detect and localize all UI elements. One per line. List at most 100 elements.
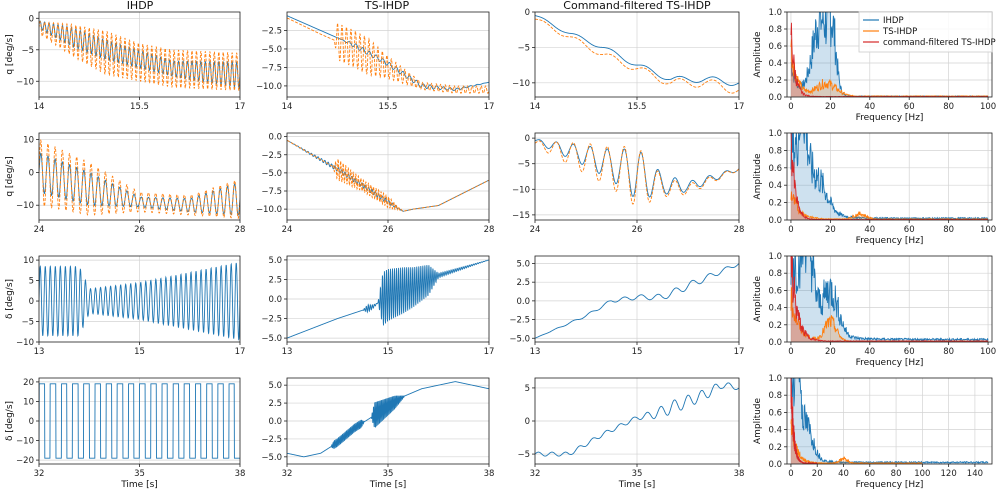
x-tick-label: 13 — [282, 347, 293, 357]
x-tick-label: 17 — [734, 102, 745, 112]
y-tick-label: −5.0 — [509, 334, 530, 344]
x-tick-label: 40 — [864, 347, 875, 357]
x-tick-label: 35 — [632, 469, 643, 479]
x-tick-label: 15 — [383, 347, 394, 357]
y-tick-label: −2.5 — [261, 435, 282, 445]
x-tick-label: 17 — [734, 347, 745, 357]
data-area — [39, 20, 240, 91]
column-title-ihdp: IHDP — [127, 0, 154, 12]
x-axis-label: Frequency [Hz] — [856, 358, 924, 368]
data-area — [535, 382, 739, 457]
x-tick-label: 35 — [134, 469, 145, 479]
spectrum-fill-ihdp — [790, 133, 989, 220]
x-tick-label: 32 — [530, 469, 541, 479]
y-tick-label: 0.8 — [768, 25, 782, 35]
subplot-r1-c0: 24 26 28 10 0 −10q [deg/s] — [5, 132, 245, 235]
y-tick-label: 0 — [29, 14, 34, 24]
y-tick-label: 0.0 — [268, 417, 282, 427]
y-tick-label: 0.6 — [768, 286, 782, 296]
subplot-r3-c3: 0 20 40 60 80 100 120 140 0.0 0.2 0.4 0.6 0.8 1.0 Ampl… — [753, 374, 993, 489]
x-tick-label: 140 — [967, 469, 983, 479]
x-tick-label: 60 — [904, 225, 915, 235]
y-tick-label: −5 — [517, 160, 530, 170]
subplot-r1-c1: 24 26 28 0.0 −2.5 −5.0 −7.5 −10.0 — [256, 132, 495, 235]
series-line-ihdp — [287, 259, 489, 339]
data-area — [790, 133, 989, 220]
y-tick-label: 0.0 — [768, 460, 782, 470]
y-tick-label: 0 — [29, 417, 34, 427]
y-axis-label: q [deg/s] — [5, 156, 15, 196]
y-tick-label: −2.5 — [509, 316, 530, 326]
y-tick-label: 0.8 — [768, 146, 782, 156]
series-line-ihdp — [287, 381, 489, 458]
y-axis-label: Amplitude — [753, 275, 763, 322]
x-tick-label: 17 — [484, 102, 495, 112]
y-tick-label: 0.0 — [768, 338, 782, 348]
subplot-r0-c0: 14 15.5 17 0 −5 −10q [deg/s] — [5, 11, 245, 112]
y-tick-label: −10 — [512, 79, 530, 89]
legend: IHDP TS-IHDP command-filtered TS-IHDP — [858, 11, 996, 53]
x-tick-label: 38 — [484, 469, 495, 479]
legend-box — [858, 11, 993, 53]
series-line-ts-ihdp — [287, 17, 489, 94]
y-tick-label: −10 — [512, 185, 530, 195]
y-tick-label: −20 — [16, 456, 34, 466]
y-tick-label: 0.0 — [268, 295, 282, 305]
data-area — [287, 259, 489, 339]
x-tick-label: 20 — [825, 102, 836, 112]
y-tick-label: 0.2 — [768, 199, 782, 209]
series-line-ts-ihdp — [39, 20, 240, 91]
subplot-r2-c1: 13 15 17 5.0 2.5 0.0 −2.5 −5.0 — [261, 255, 494, 357]
y-tick-label: 0 — [525, 417, 530, 427]
data-area — [790, 378, 989, 464]
x-tick-label: 100 — [980, 225, 996, 235]
subplot-r0-c2: 14 15.5 17 0 −5 −10 — [512, 8, 744, 112]
x-tick-label: 28 — [484, 225, 495, 235]
x-tick-label: 24 — [34, 225, 45, 235]
data-area — [39, 383, 240, 459]
y-tick-label: 2.5 — [516, 278, 530, 288]
y-tick-label: 0.8 — [768, 269, 782, 279]
series-line-ihdp — [287, 15, 489, 92]
x-tick-label: 60 — [904, 102, 915, 112]
x-tick-label: 28 — [734, 225, 745, 235]
x-axis-label: Time [s] — [120, 480, 158, 489]
y-tick-label: 0.6 — [768, 408, 782, 418]
y-axis-label: Amplitude — [753, 397, 763, 444]
x-axis-label: Time [s] — [369, 480, 407, 489]
legend-label-ihdp: IHDP — [883, 16, 904, 26]
y-tick-label: 1.0 — [768, 8, 782, 18]
y-tick-label: −2.5 — [261, 26, 282, 36]
y-tick-label: −5 — [21, 318, 34, 328]
series-line-ihdp — [535, 263, 739, 339]
x-tick-label: 40 — [838, 469, 849, 479]
x-tick-label: 20 — [812, 469, 823, 479]
y-axis-label: δ [deg/s] — [5, 401, 15, 441]
spectrum-line-ihdp — [790, 256, 989, 342]
y-axis-label: δ [deg/s] — [5, 279, 15, 319]
axes-frame — [786, 132, 993, 221]
plot-grid: 14 15.5 170−5−10q [deg/s]14 15.5 17−2.5−5.0−… — [5, 8, 996, 489]
x-tick-label: 100 — [914, 469, 930, 479]
y-tick-label: 1.0 — [768, 252, 782, 262]
subplot-r3-c1: 32 35 38 5.0 2.5 0.0 −2.5 −5.0 Time [s] — [261, 377, 495, 489]
x-tick-label: 60 — [904, 347, 915, 357]
subplot-r3-c0: 32 35 38 20 10 0 −10 −20 δ [deg/s] Time [s] — [5, 377, 245, 489]
y-tick-label: 0 — [525, 8, 530, 18]
spectrum-line-command-filtered-ts-ihdp — [790, 256, 989, 342]
x-tick-label: 120 — [941, 469, 957, 479]
y-tick-label: 0.2 — [768, 443, 782, 453]
y-tick-label: 1.0 — [768, 129, 782, 139]
spectrum-line-ihdp — [791, 378, 989, 464]
series-line-ihdp — [39, 262, 240, 341]
x-tick-label: 20 — [825, 347, 836, 357]
subplot-r1-c3: 0 20 40 60 80 100 0.0 0.2 0.4 0.6 0.8 1.0 Amplitude F… — [753, 129, 996, 246]
y-tick-label: −5 — [21, 46, 34, 56]
x-tick-label: 15 — [632, 347, 643, 357]
y-tick-label: 20 — [23, 378, 34, 388]
x-tick-label: 14 — [530, 102, 541, 112]
y-tick-label: 10 — [23, 397, 34, 407]
series-line-ts-ihdp — [535, 18, 739, 94]
y-tick-label: 0.6 — [768, 42, 782, 52]
series-line-ts-ihdp — [535, 140, 739, 205]
